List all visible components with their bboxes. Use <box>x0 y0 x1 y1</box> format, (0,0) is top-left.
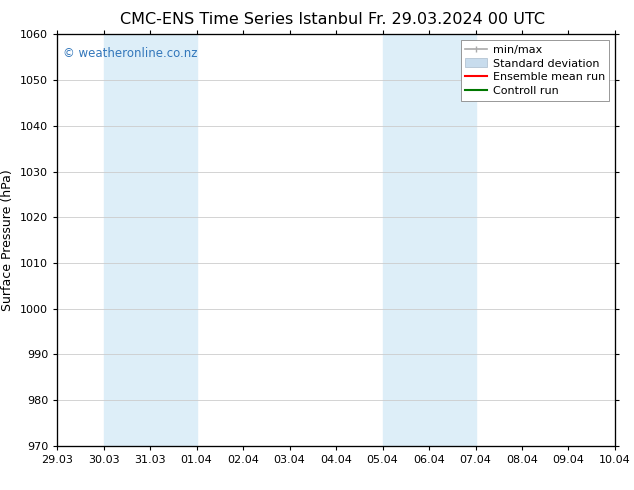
Text: © weatheronline.co.nz: © weatheronline.co.nz <box>63 47 197 60</box>
Text: Fr. 29.03.2024 00 UTC: Fr. 29.03.2024 00 UTC <box>368 12 545 27</box>
Legend: min/max, Standard deviation, Ensemble mean run, Controll run: min/max, Standard deviation, Ensemble me… <box>460 40 609 100</box>
Bar <box>103 34 197 446</box>
Text: CMC-ENS Time Series Istanbul: CMC-ENS Time Series Istanbul <box>120 12 362 27</box>
Y-axis label: Surface Pressure (hPa): Surface Pressure (hPa) <box>1 169 15 311</box>
Bar <box>382 34 476 446</box>
